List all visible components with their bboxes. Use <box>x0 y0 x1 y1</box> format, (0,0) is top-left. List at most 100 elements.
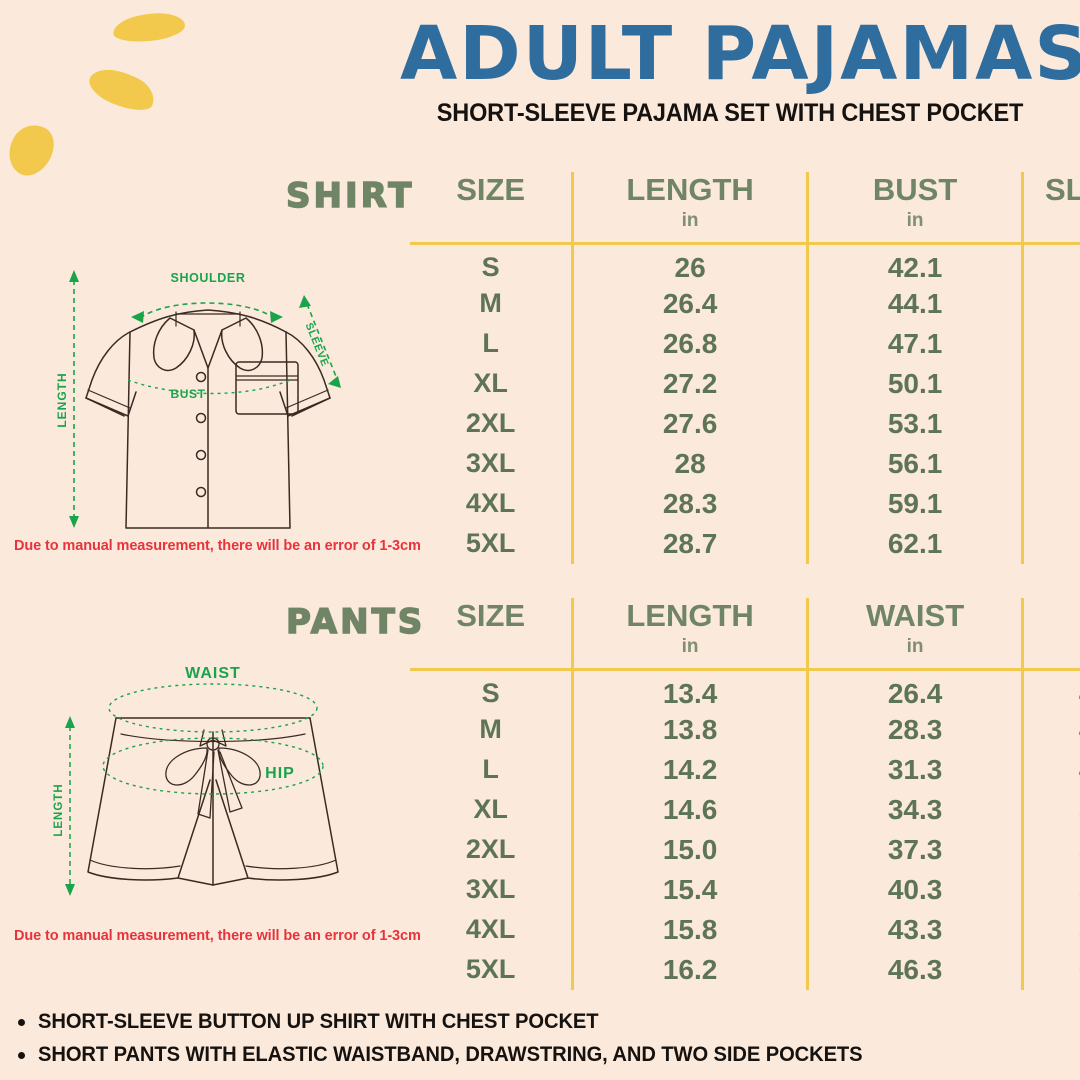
bullet-icon <box>18 1051 25 1059</box>
cell-hip: 47.1 <box>1021 749 1080 790</box>
cell-size: 2XL <box>465 408 516 438</box>
table-row: M 13.8 28.3 44.1 <box>410 709 1080 750</box>
pants-category-label: PANTS <box>285 601 426 643</box>
cell-length: 14.2 <box>571 749 808 790</box>
cell-length: 27.2 <box>571 363 808 404</box>
cell-size: L <box>482 328 499 358</box>
cell-waist: 37.3 <box>805 829 1023 870</box>
table-row: XL 14.6 34.3 50.1 <box>410 789 1080 830</box>
cell-hip: 53.1 <box>1021 829 1080 870</box>
length-label: LENGTH <box>55 372 69 427</box>
decorative-blob-top <box>111 10 187 45</box>
table-row: 3XL 15.4 40.3 56.1 <box>410 869 1080 910</box>
cell-length: 13.4 <box>571 668 808 710</box>
hip-measure-ellipse-icon <box>102 737 324 795</box>
list-item: SHORT PANTS WITH ELASTIC WAISTBAND, DRAW… <box>18 1043 918 1067</box>
cell-length: 15.0 <box>571 829 808 870</box>
cell-bust: 50.1 <box>805 363 1023 404</box>
cell-size: 2XL <box>465 834 516 864</box>
cell-size: 5XL <box>465 954 516 984</box>
waist-measure-ellipse-icon <box>108 683 318 733</box>
table-row: 2XL 15.0 37.3 53.1 <box>410 829 1080 870</box>
pants-col-header-length: LENGTH in <box>571 598 808 670</box>
cell-hip: 42.1 <box>1021 668 1080 710</box>
cell-sleeve: 9.3 <box>1021 443 1080 484</box>
cell-length: 27.6 <box>571 403 808 444</box>
table-row: S 26 42.1 8.1 <box>410 242 1080 284</box>
cell-waist: 43.3 <box>805 909 1023 950</box>
cell-length: 26.4 <box>571 283 808 324</box>
table-row: 5XL 28.7 62.1 9.7 <box>410 523 1080 564</box>
shirt-col-header-bust: BUST in <box>805 172 1023 244</box>
page-header: ADULT PAJAMAS SHORT-SLEEVE PAJAMA SET WI… <box>400 11 1080 128</box>
cell-size: 3XL <box>465 448 516 478</box>
cell-length: 15.4 <box>571 869 808 910</box>
page-title: ADULT PAJAMAS <box>400 11 1080 97</box>
cell-hip: 59.1 <box>1021 909 1080 950</box>
shirt-size-table: SIZE LENGTH in BUST in SLEEVE in S 26 <box>410 172 1080 564</box>
waist-label: WAIST <box>185 665 241 682</box>
cell-length: 14.6 <box>571 789 808 830</box>
table-row: L 14.2 31.3 47.1 <box>410 749 1080 790</box>
cell-size: XL <box>473 368 508 398</box>
shirt-disclaimer: Due to manual measurement, there will be… <box>14 538 421 554</box>
table-row: 3XL 28 56.1 9.3 <box>410 443 1080 484</box>
cell-bust: 47.1 <box>805 323 1023 364</box>
pants-length-label: LENGTH <box>53 783 65 836</box>
cell-hip: 62.1 <box>1021 949 1080 990</box>
cell-size: S <box>410 242 573 284</box>
page-subtitle: SHORT-SLEEVE PAJAMA SET WITH CHEST POCKE… <box>436 98 1024 127</box>
cell-size: M <box>479 714 502 744</box>
shirt-col-header-length: LENGTH in <box>571 172 808 244</box>
table-row: XL 27.2 50.1 8.7 <box>410 363 1080 404</box>
decorative-blob-middle <box>84 61 160 118</box>
cell-length: 28 <box>571 443 808 484</box>
pants-col-header-waist: WAIST in <box>805 598 1023 670</box>
cell-length: 15.8 <box>571 909 808 950</box>
cell-size: 4XL <box>465 488 516 518</box>
cell-sleeve: 8.1 <box>1021 242 1080 284</box>
cell-waist: 31.3 <box>805 749 1023 790</box>
pants-size-table-block: PANTS SIZE LENGTH in WAIST in HIP i <box>282 598 1080 990</box>
table-row: 4XL 15.8 43.3 59.1 <box>410 909 1080 950</box>
cell-sleeve: 8.1 <box>1021 283 1080 324</box>
cell-sleeve: 9.7 <box>1021 523 1080 564</box>
sleeve-label: SLEEVE <box>303 321 331 368</box>
cell-size: 3XL <box>465 874 516 904</box>
pants-size-table: SIZE LENGTH in WAIST in HIP in S 13.4 <box>410 598 1080 990</box>
cell-size: 4XL <box>465 914 516 944</box>
sleeve-measure-arrow-icon <box>306 303 338 380</box>
bust-measure-line-icon <box>127 379 291 395</box>
product-features-list: SHORT-SLEEVE BUTTON UP SHIRT WITH CHEST … <box>18 1010 918 1076</box>
pants-measurement-diagram: WAIST HIP LENGTH <box>53 665 339 896</box>
cell-length: 16.2 <box>571 949 808 990</box>
decorative-blob-left <box>0 116 63 184</box>
shoulder-label: SHOULDER <box>171 271 246 285</box>
cell-length: 13.8 <box>571 709 808 750</box>
shirt-col-header-sleeve: SLEEVE in <box>1021 172 1080 244</box>
cell-size: XL <box>473 794 508 824</box>
cell-size: 5XL <box>465 528 516 558</box>
cell-waist: 28.3 <box>805 709 1023 750</box>
bust-label: BUST <box>170 387 205 401</box>
cell-size: L <box>482 754 499 784</box>
cell-bust: 59.1 <box>805 483 1023 524</box>
cell-sleeve: 9.5 <box>1021 483 1080 524</box>
cell-bust: 42.1 <box>805 242 1023 284</box>
table-row: 5XL 16.2 46.3 62.1 <box>410 949 1080 990</box>
shirt-col-header-size: SIZE <box>456 172 526 207</box>
cell-hip: 50.1 <box>1021 789 1080 830</box>
feature-label: SHORT-SLEEVE BUTTON UP SHIRT WITH CHEST … <box>38 1010 599 1033</box>
table-row: 2XL 27.6 53.1 8.9 <box>410 403 1080 444</box>
table-row: S 13.4 26.4 42.1 <box>410 668 1080 710</box>
shirt-size-table-block: SHIRT SIZE LENGTH in BUST in SLEEVE <box>282 172 1080 564</box>
shirt-measurement-diagram: LENGTH SHOULDER SLEEVE BUST <box>55 270 341 529</box>
cell-bust: 56.1 <box>805 443 1023 484</box>
shirt-buttons-icon <box>195 371 207 498</box>
cell-length: 28.3 <box>571 483 808 524</box>
pants-disclaimer: Due to manual measurement, there will be… <box>14 928 421 944</box>
cell-bust: 53.1 <box>805 403 1023 444</box>
cell-hip: 56.1 <box>1021 869 1080 910</box>
pants-col-header-size: SIZE <box>456 598 526 633</box>
cell-sleeve: 8.7 <box>1021 363 1080 404</box>
